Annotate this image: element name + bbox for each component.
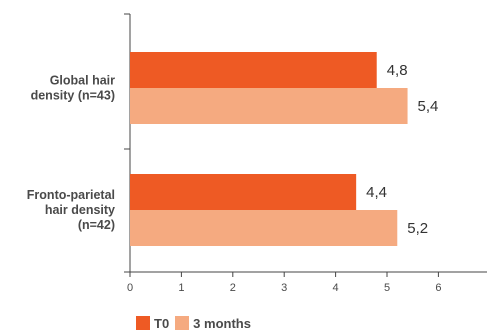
legend-item-3-months: 3 months (175, 316, 251, 331)
bar-3-months-0 (130, 88, 408, 124)
data-label: 5,4 (418, 98, 439, 115)
category-label: (n=42) (78, 218, 115, 232)
legend-swatch-3-months (175, 316, 190, 330)
legend-label-t0: T0 (154, 315, 170, 331)
legend-label-3-months: 3 months (193, 315, 251, 331)
category-label: density (n=43) (31, 89, 115, 103)
bar-3-months-1 (130, 210, 398, 246)
x-tick-label: 3 (281, 282, 287, 294)
legend-item-t0: T0 (136, 316, 169, 331)
x-tick-label: 1 (178, 282, 184, 294)
data-label: 4,8 (387, 62, 408, 79)
data-label: 5,2 (407, 220, 428, 237)
x-tick-label: 2 (230, 282, 236, 294)
bar-t0-0 (130, 52, 377, 88)
bars (130, 52, 408, 246)
legend-swatch-t0 (136, 316, 150, 330)
x-tick-label: 5 (384, 282, 390, 294)
data-label: 4,4 (366, 184, 387, 201)
x-tick-label: 0 (127, 282, 133, 294)
x-tick-label: 4 (333, 282, 339, 294)
category-label: Global hair (50, 74, 115, 88)
category-label: hair density (45, 203, 115, 217)
legend: T0 3 months (136, 314, 257, 332)
x-tick-label: 6 (435, 282, 441, 294)
category-label: Fronto-parietal (27, 188, 115, 202)
bar-t0-1 (130, 174, 357, 210)
